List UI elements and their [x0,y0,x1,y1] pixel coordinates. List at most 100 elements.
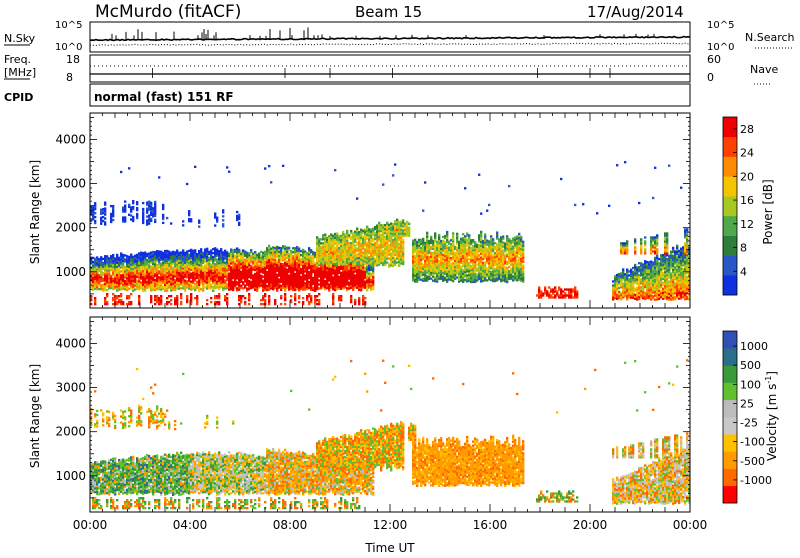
heatmap-cell [426,261,428,263]
heatmap-cell [236,265,238,267]
heatmap-cell [220,258,222,260]
heatmap-cell [366,242,368,244]
heatmap-cell [488,252,490,254]
heatmap-cell [230,248,232,250]
heatmap-cell [110,205,112,207]
heatmap-cell [454,252,456,254]
heatmap-cell [150,277,152,279]
heatmap-cell [334,263,336,265]
heatmap-cell [494,260,496,262]
heatmap-cell [268,282,270,284]
heatmap-cell [210,297,212,299]
heatmap-cell [484,253,486,255]
heatmap-cell [116,303,118,305]
heatmap-cell [172,277,174,279]
heatmap-cell [244,297,246,299]
heatmap-cell [136,268,138,270]
heatmap-cell [146,273,148,275]
heatmap-cell [272,282,274,284]
heatmap-cell [238,259,240,261]
heatmap-cell [260,259,262,261]
heatmap-cell [240,255,242,257]
heatmap-cell [324,270,326,272]
heatmap-cell [236,249,238,251]
heatmap-cell [250,273,252,275]
heatmap-cell [140,281,142,283]
heatmap-cell [396,261,398,263]
heatmap-cell [442,256,444,258]
heatmap-cell [102,210,104,212]
heatmap-cell [442,240,444,242]
heatmap-cell [182,273,184,275]
heatmap-cell [508,254,510,256]
heatmap-cell [368,242,370,244]
heatmap-cell [442,244,444,246]
heatmap-cell [126,279,128,281]
heatmap-cell [156,254,158,256]
heatmap-cell [306,278,308,280]
heatmap-cell [202,268,204,270]
heatmap-cell [244,284,246,286]
heatmap-cell [400,234,402,236]
heatmap-cell [104,281,106,283]
heatmap-cell [356,269,358,271]
heatmap-cell [414,262,416,264]
heatmap-cell [242,263,244,265]
heatmap-cell [306,252,308,254]
heatmap-cell [498,264,500,266]
heatmap-cell [262,287,264,289]
heatmap-cell [256,262,258,264]
heatmap-cell [380,254,382,256]
heatmap-cell [180,265,182,267]
heatmap-cell [438,260,440,262]
heatmap-cell [152,251,154,253]
heatmap-cell [512,255,514,257]
heatmap-cell [432,272,434,274]
heatmap-cell [188,260,190,262]
heatmap-cell [396,239,398,241]
heatmap-cell [146,223,148,225]
heatmap-cell [148,274,150,276]
heatmap-cell [140,287,142,289]
heatmap-cell [304,256,306,258]
heatmap-cell [250,283,252,285]
heatmap-cell [276,289,278,291]
heatmap-cell [222,215,224,217]
heatmap-cell [354,299,356,301]
heatmap-cell [424,242,426,244]
heatmap-cell [174,265,176,267]
heatmap-cell [248,293,250,295]
heatmap-cell [194,283,196,285]
heatmap-cell [492,272,494,274]
heatmap-cell [378,234,380,236]
heatmap-cell [248,284,250,286]
heatmap-cell [294,279,296,281]
heatmap-cell [154,221,156,223]
heatmap-cell [426,257,428,259]
heatmap-cell [380,238,382,240]
heatmap-cell [370,248,372,250]
heatmap-cell [432,276,434,278]
heatmap-cell [136,276,138,278]
heatmap-cell [92,265,94,267]
heatmap-cell [336,248,338,250]
heatmap-cell [464,253,466,255]
heatmap-cell [512,238,514,240]
heatmap-cell [384,232,386,234]
heatmap-cell [104,201,106,203]
heatmap-cell [266,267,268,269]
heatmap-cell [198,290,200,292]
heatmap-cell [324,284,326,286]
heatmap-cell [210,250,212,252]
heatmap-cell [250,257,252,259]
heatmap-cell [484,269,486,271]
heatmap-cell [378,254,380,256]
heatmap-cell [134,280,136,282]
heatmap-cell [140,273,142,275]
heatmap-cell [456,260,458,262]
heatmap-cell [246,262,248,264]
heatmap-cell [396,229,398,231]
heatmap-cell [170,256,172,258]
heatmap-cell [334,275,336,277]
heatmap-cell [226,285,228,287]
